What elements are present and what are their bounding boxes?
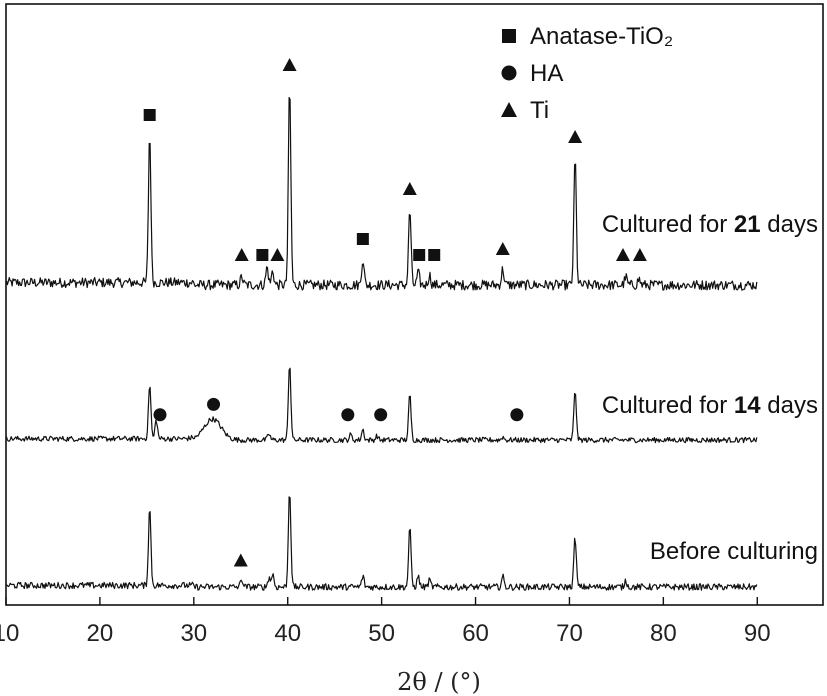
x-tick-label: 20 [87,620,114,647]
ha-marker [510,408,524,422]
x-tick-label: 30 [180,620,207,647]
traces [5,96,758,591]
ti-marker [632,248,647,261]
x-tick-label: 10 [0,620,19,647]
series-label-part: Before culturing [650,538,818,565]
x-tick-label: 50 [368,620,395,647]
ti-marker [568,130,583,143]
axes: 10 20 30 40 50 60 70 80 90 [0,3,824,647]
series-label: Cultured for 21 days [602,211,818,238]
series-label-part: Cultured for [602,211,734,238]
anatase-marker [256,249,269,261]
ti-marker [234,248,249,261]
ti-marker [270,248,285,261]
series-trace [5,96,758,291]
anatase-marker [356,233,369,245]
series-label-part: Cultured for [602,392,734,419]
series-label: Before culturing [650,538,818,565]
ti-marker [495,242,510,255]
legend-square-icon [502,29,516,43]
legend-label: Anatase-TiO₂ [530,23,673,50]
series-label-part: days [761,392,818,419]
series-label-part: 21 [734,211,761,238]
legend-label: Ti [530,97,549,124]
anatase-marker [428,249,441,261]
ha-marker [374,408,388,422]
ti-marker [233,553,248,567]
x-axis-title: 2θ / (°) [397,668,481,696]
series-trace [5,367,758,444]
x-tick-label: 40 [274,620,301,647]
ha-marker [153,408,167,422]
legend-circle-icon [501,65,517,81]
ti-marker [615,248,630,261]
ti-marker [282,58,297,71]
x-tick-label: 90 [744,620,771,647]
series-label-part: days [761,211,818,238]
ha-marker [207,397,221,411]
series-trace [6,496,758,591]
plot-frame [5,3,824,606]
anatase-marker [413,249,426,261]
x-tick-label: 60 [462,620,489,647]
ha-marker [341,408,355,422]
anatase-marker [143,109,156,121]
ti-marker [402,182,417,195]
x-tick-label: 80 [650,620,677,647]
legend-triangle-icon [501,102,517,117]
x-tick-label: 70 [556,620,583,647]
peak-markers [143,58,647,567]
series-label-part: 14 [734,392,761,419]
legend: Anatase-TiO₂ HA Ti [501,23,673,124]
legend-label: HA [530,60,563,87]
series-label: Cultured for 14 days [602,392,818,419]
